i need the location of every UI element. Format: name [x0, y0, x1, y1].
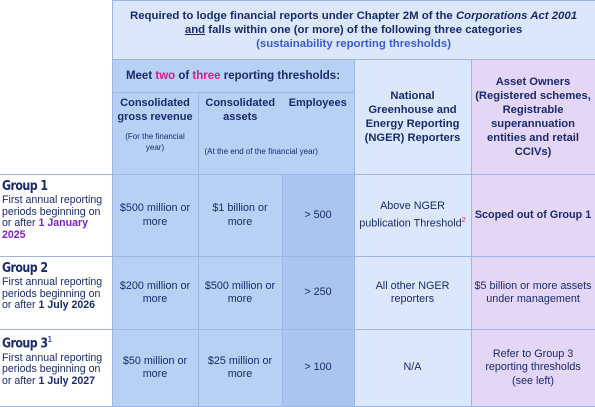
- group-3-nger: N/A: [353, 329, 472, 407]
- group-2-asset-owners: $5 billion or more assets under manageme…: [470, 256, 595, 330]
- group-1-nger: Above NGER publication Threshold2: [353, 174, 472, 257]
- group-1-assets: $1 billion or more: [197, 174, 283, 257]
- group-3-header: Group 31 First annual reporting periods …: [0, 329, 113, 407]
- group-2-assets: $500 million or more: [197, 256, 283, 330]
- group-1-description: First annual reporting periods beginning…: [2, 194, 103, 241]
- group-3-revenue: $50 million or more: [111, 329, 199, 407]
- group-1-asset-owners: Scoped out of Group 1: [470, 174, 595, 257]
- group-2-employees: > 250: [281, 256, 355, 330]
- banner-line-2: and falls within one (or more) of the fo…: [184, 24, 523, 36]
- assets-employees-header: Consolidated assets Employees (At the en…: [197, 92, 355, 175]
- group-1-nger-footnote: 2: [461, 215, 466, 225]
- group-3-name: Group 31: [2, 335, 52, 352]
- asset-owners-column-header: Asset Owners (Registered schemes, Regist…: [470, 59, 595, 175]
- group-3-description: First annual reporting periods beginning…: [2, 351, 103, 387]
- group-3-assets: $25 million or more: [197, 329, 283, 407]
- nger-column-header: National Greenhouse and Energy Reporting…: [353, 59, 472, 175]
- assets-column-header: Consolidated assets: [205, 97, 276, 123]
- meet-thresholds-header: Meet two of three reporting thresholds:: [111, 59, 355, 93]
- group-3-asset-owners: Refer to Group 3 reporting thresholds (s…: [470, 329, 595, 407]
- employees-column-header: Employees: [288, 97, 347, 109]
- group-2-description: First annual reporting periods beginning…: [2, 276, 103, 311]
- group-2-revenue: $200 million or more: [111, 256, 199, 330]
- group-1-name: Group 1: [2, 178, 48, 194]
- group-2-header: Group 2 First annual reporting periods b…: [0, 256, 113, 330]
- group-2-name: Group 2: [2, 260, 48, 276]
- assets-column-note: (At the end of the financial year): [204, 147, 318, 156]
- revenue-column-header: Consolidated gross revenue (For the fina…: [111, 92, 199, 175]
- group-1-employees: > 500: [281, 174, 355, 257]
- corner-blank: [0, 0, 112, 60]
- banner-line-3: (sustainability reporting thresholds): [256, 38, 451, 50]
- scope-banner: Required to lodge financial reports unde…: [111, 0, 595, 60]
- banner-line-1: Required to lodge financial reports unde…: [130, 10, 578, 22]
- group-3-footnote: 1: [47, 335, 52, 344]
- group-1-header: Group 1 First annual reporting periods b…: [0, 174, 113, 257]
- revenue-column-note: (For the financial year): [125, 132, 185, 152]
- group-1-revenue: $500 million or more: [111, 174, 199, 257]
- group-3-employees: > 100: [281, 329, 355, 407]
- group-2-nger: All other NGER reporters: [353, 256, 472, 330]
